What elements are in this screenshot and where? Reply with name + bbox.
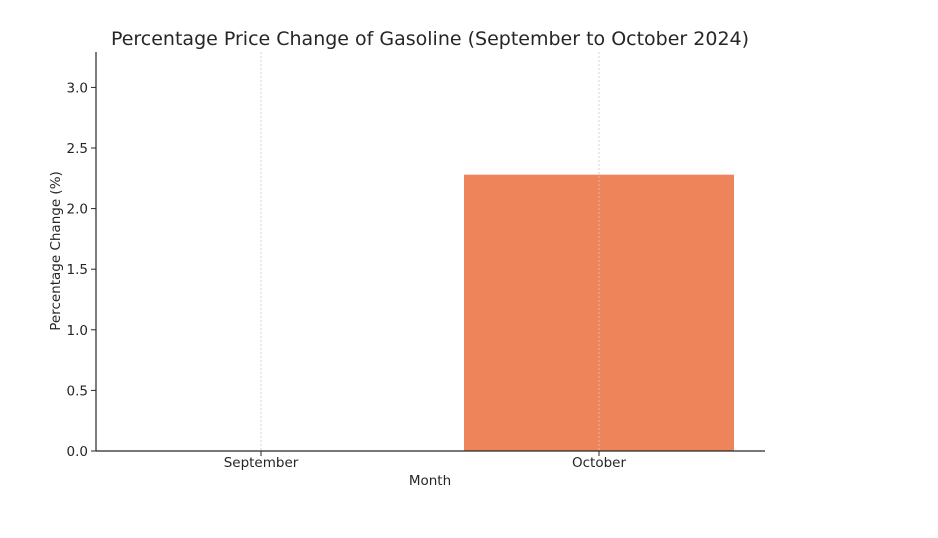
y-axis-label: Percentage Change (%) <box>48 171 64 331</box>
x-tick-label-september: September <box>224 455 299 471</box>
chart-title: Percentage Price Change of Gasoline (Sep… <box>111 28 749 50</box>
y-tick-label: 1.0 <box>67 323 88 339</box>
x-axis-label: Month <box>409 473 451 489</box>
y-ticks: 0.0 0.5 1.0 1.5 2.0 2.5 3.0 <box>67 80 96 460</box>
y-tick-label: 0.5 <box>67 383 88 399</box>
y-tick-label: 3.0 <box>67 80 88 96</box>
x-gridlines <box>260 52 600 451</box>
y-tick-label: 2.5 <box>67 141 88 157</box>
x-tick-label-october: October <box>572 455 626 471</box>
y-tick-label: 1.5 <box>67 262 88 278</box>
x-ticks: September October <box>224 451 626 471</box>
y-tick-label: 0.0 <box>67 444 88 460</box>
axes <box>95 52 765 452</box>
y-tick-label: 2.0 <box>67 202 88 218</box>
